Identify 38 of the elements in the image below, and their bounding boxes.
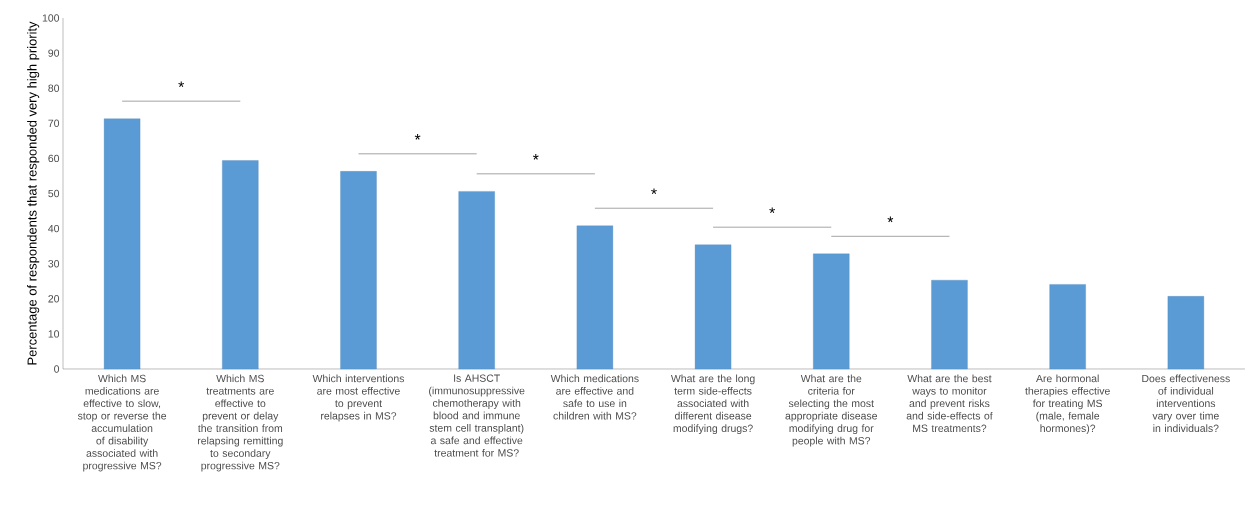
y-tick-label: 10 [48,330,60,338]
bar [813,253,850,370]
y-tick-label: 50 [48,189,60,198]
x-tick-label: Which MS medications are effective to slow, stop or reverse the accumulation of disability associated with progressive MS? [77,374,167,472]
x-tick-label: Which medications are effective and safe to use in children with MS? [550,374,639,420]
annotation: * [178,81,185,88]
x-tick-label: What are the best ways to monitor and prevent risks and side-effects of MS treatments? [906,374,993,433]
annotation: * [532,154,539,160]
bar [1167,296,1204,370]
annotation: * [414,134,421,140]
bar [1049,284,1086,370]
x-tick-label: What are the criteria for selecting the most appropriate disease modifying drug for people with MS? [785,374,878,447]
y-tick-label: 40 [48,224,60,233]
y-tick-label: 30 [48,259,60,268]
annotation: * [887,216,894,223]
y-axis-title: Percentage of respondents that responded very high priority [27,21,40,365]
x-tick-label: Which MS treatments are effective to prevent or delay the transition from relapsing remitting to secondary progressive MS? [197,374,283,472]
y-tick-label: 60 [48,154,60,163]
bar [458,191,495,370]
x-tick-label: What are the long term side-effects associated with different disease modifying drugs? [670,374,755,435]
x-tick-label: Does effectiveness of individual interventions vary over time in individuals? [1142,374,1230,433]
bar [694,244,732,370]
x-tick-label: Which interventions are most effective to prevent relapses in MS? [312,374,405,422]
x-tick-label: Is AHSCT (immunosuppressive chemotherapy with blood and immune stem cell transplant) a safe and effective treatment for MS? [429,374,525,457]
x-tick-label: Are hormonal therapies effective for treating MS (male, female hormones)? [1025,374,1110,435]
y-tick-label: 70 [48,119,60,127]
bar [931,280,968,370]
annotation: * [769,207,776,214]
bar [222,160,259,370]
bar [576,225,614,370]
bar [103,118,141,370]
y-tick-label: 80 [48,84,60,92]
y-tick-label: 20 [48,295,60,303]
y-tick-label: 100 [42,14,60,22]
y-tick-label: 90 [48,49,60,57]
y-tick-label: 0 [54,365,60,373]
annotation: * [651,188,657,195]
bar [340,171,377,370]
